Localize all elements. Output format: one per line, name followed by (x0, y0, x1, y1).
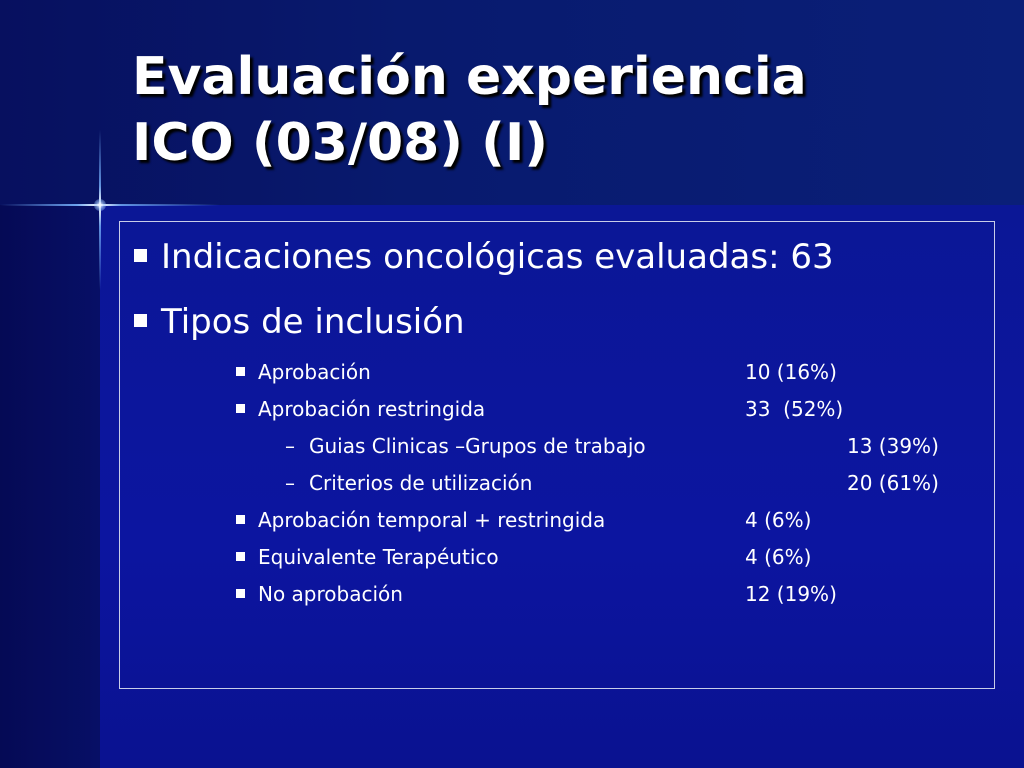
subtype-value: 20 (61%) (847, 471, 939, 495)
dash-bullet: – (285, 434, 295, 458)
main-point-label: Indicaciones oncológicas evaluadas: 63 (161, 237, 834, 277)
inclusion-row-aprobacion-temporal: Aprobación temporal + restringida 4 (6%) (236, 506, 976, 534)
square-bullet-icon (236, 515, 245, 524)
subtype-label: Criterios de utilización (309, 471, 533, 495)
inclusion-row-equivalente: Equivalente Terapéutico 4 (6%) (236, 543, 976, 571)
inclusion-row-no-aprobacion: No aprobación 12 (19%) (236, 580, 976, 608)
main-point-label: Tipos de inclusión (161, 302, 465, 342)
subtype-label: Guias Clinicas –Grupos de trabajo (309, 434, 646, 458)
dash-bullet: – (285, 471, 295, 495)
square-bullet-icon (236, 404, 245, 413)
title-line-1: Evaluación experiencia (132, 47, 807, 107)
main-point-inclusion-types: Tipos de inclusión (134, 302, 465, 342)
subtype-row-criterios: – Criterios de utilización 20 (61%) (285, 469, 985, 497)
subtype-value: 13 (39%) (847, 434, 939, 458)
inclusion-label: Aprobación restringida (258, 397, 486, 421)
header-band (0, 0, 1024, 205)
inclusion-value: 4 (6%) (745, 545, 812, 569)
inclusion-label: Equivalente Terapéutico (258, 545, 499, 569)
square-bullet-icon (236, 589, 245, 598)
square-bullet-icon (134, 249, 147, 262)
square-bullet-icon (236, 552, 245, 561)
inclusion-row-aprobacion: Aprobación 10 (16%) (236, 358, 976, 386)
left-band (0, 205, 100, 768)
inclusion-value: 10 (16%) (745, 360, 837, 384)
main-point-indications: Indicaciones oncológicas evaluadas: 63 (134, 237, 834, 277)
main-area (100, 205, 1024, 768)
subtype-row-guias-clinicas: – Guias Clinicas –Grupos de trabajo 13 (… (285, 432, 985, 460)
inclusion-label: Aprobación temporal + restringida (258, 508, 606, 532)
inclusion-row-aprobacion-restringida: Aprobación restringida 33 (52%) (236, 395, 976, 423)
inclusion-value: 4 (6%) (745, 508, 812, 532)
inclusion-label: Aprobación (258, 360, 371, 384)
inclusion-value: 12 (19%) (745, 582, 837, 606)
sparkle-horizontal (0, 204, 220, 206)
title-line-2: ICO (03/08) (I) (132, 113, 549, 173)
inclusion-value: 33 (52%) (745, 397, 844, 421)
square-bullet-icon (134, 314, 147, 327)
slide-title: Evaluación experiencia ICO (03/08) (I) (132, 44, 807, 176)
inclusion-label: No aprobación (258, 582, 403, 606)
content-box: Indicaciones oncológicas evaluadas: 63 T… (119, 221, 995, 689)
square-bullet-icon (236, 367, 245, 376)
sparkle-star-icon (94, 199, 106, 211)
